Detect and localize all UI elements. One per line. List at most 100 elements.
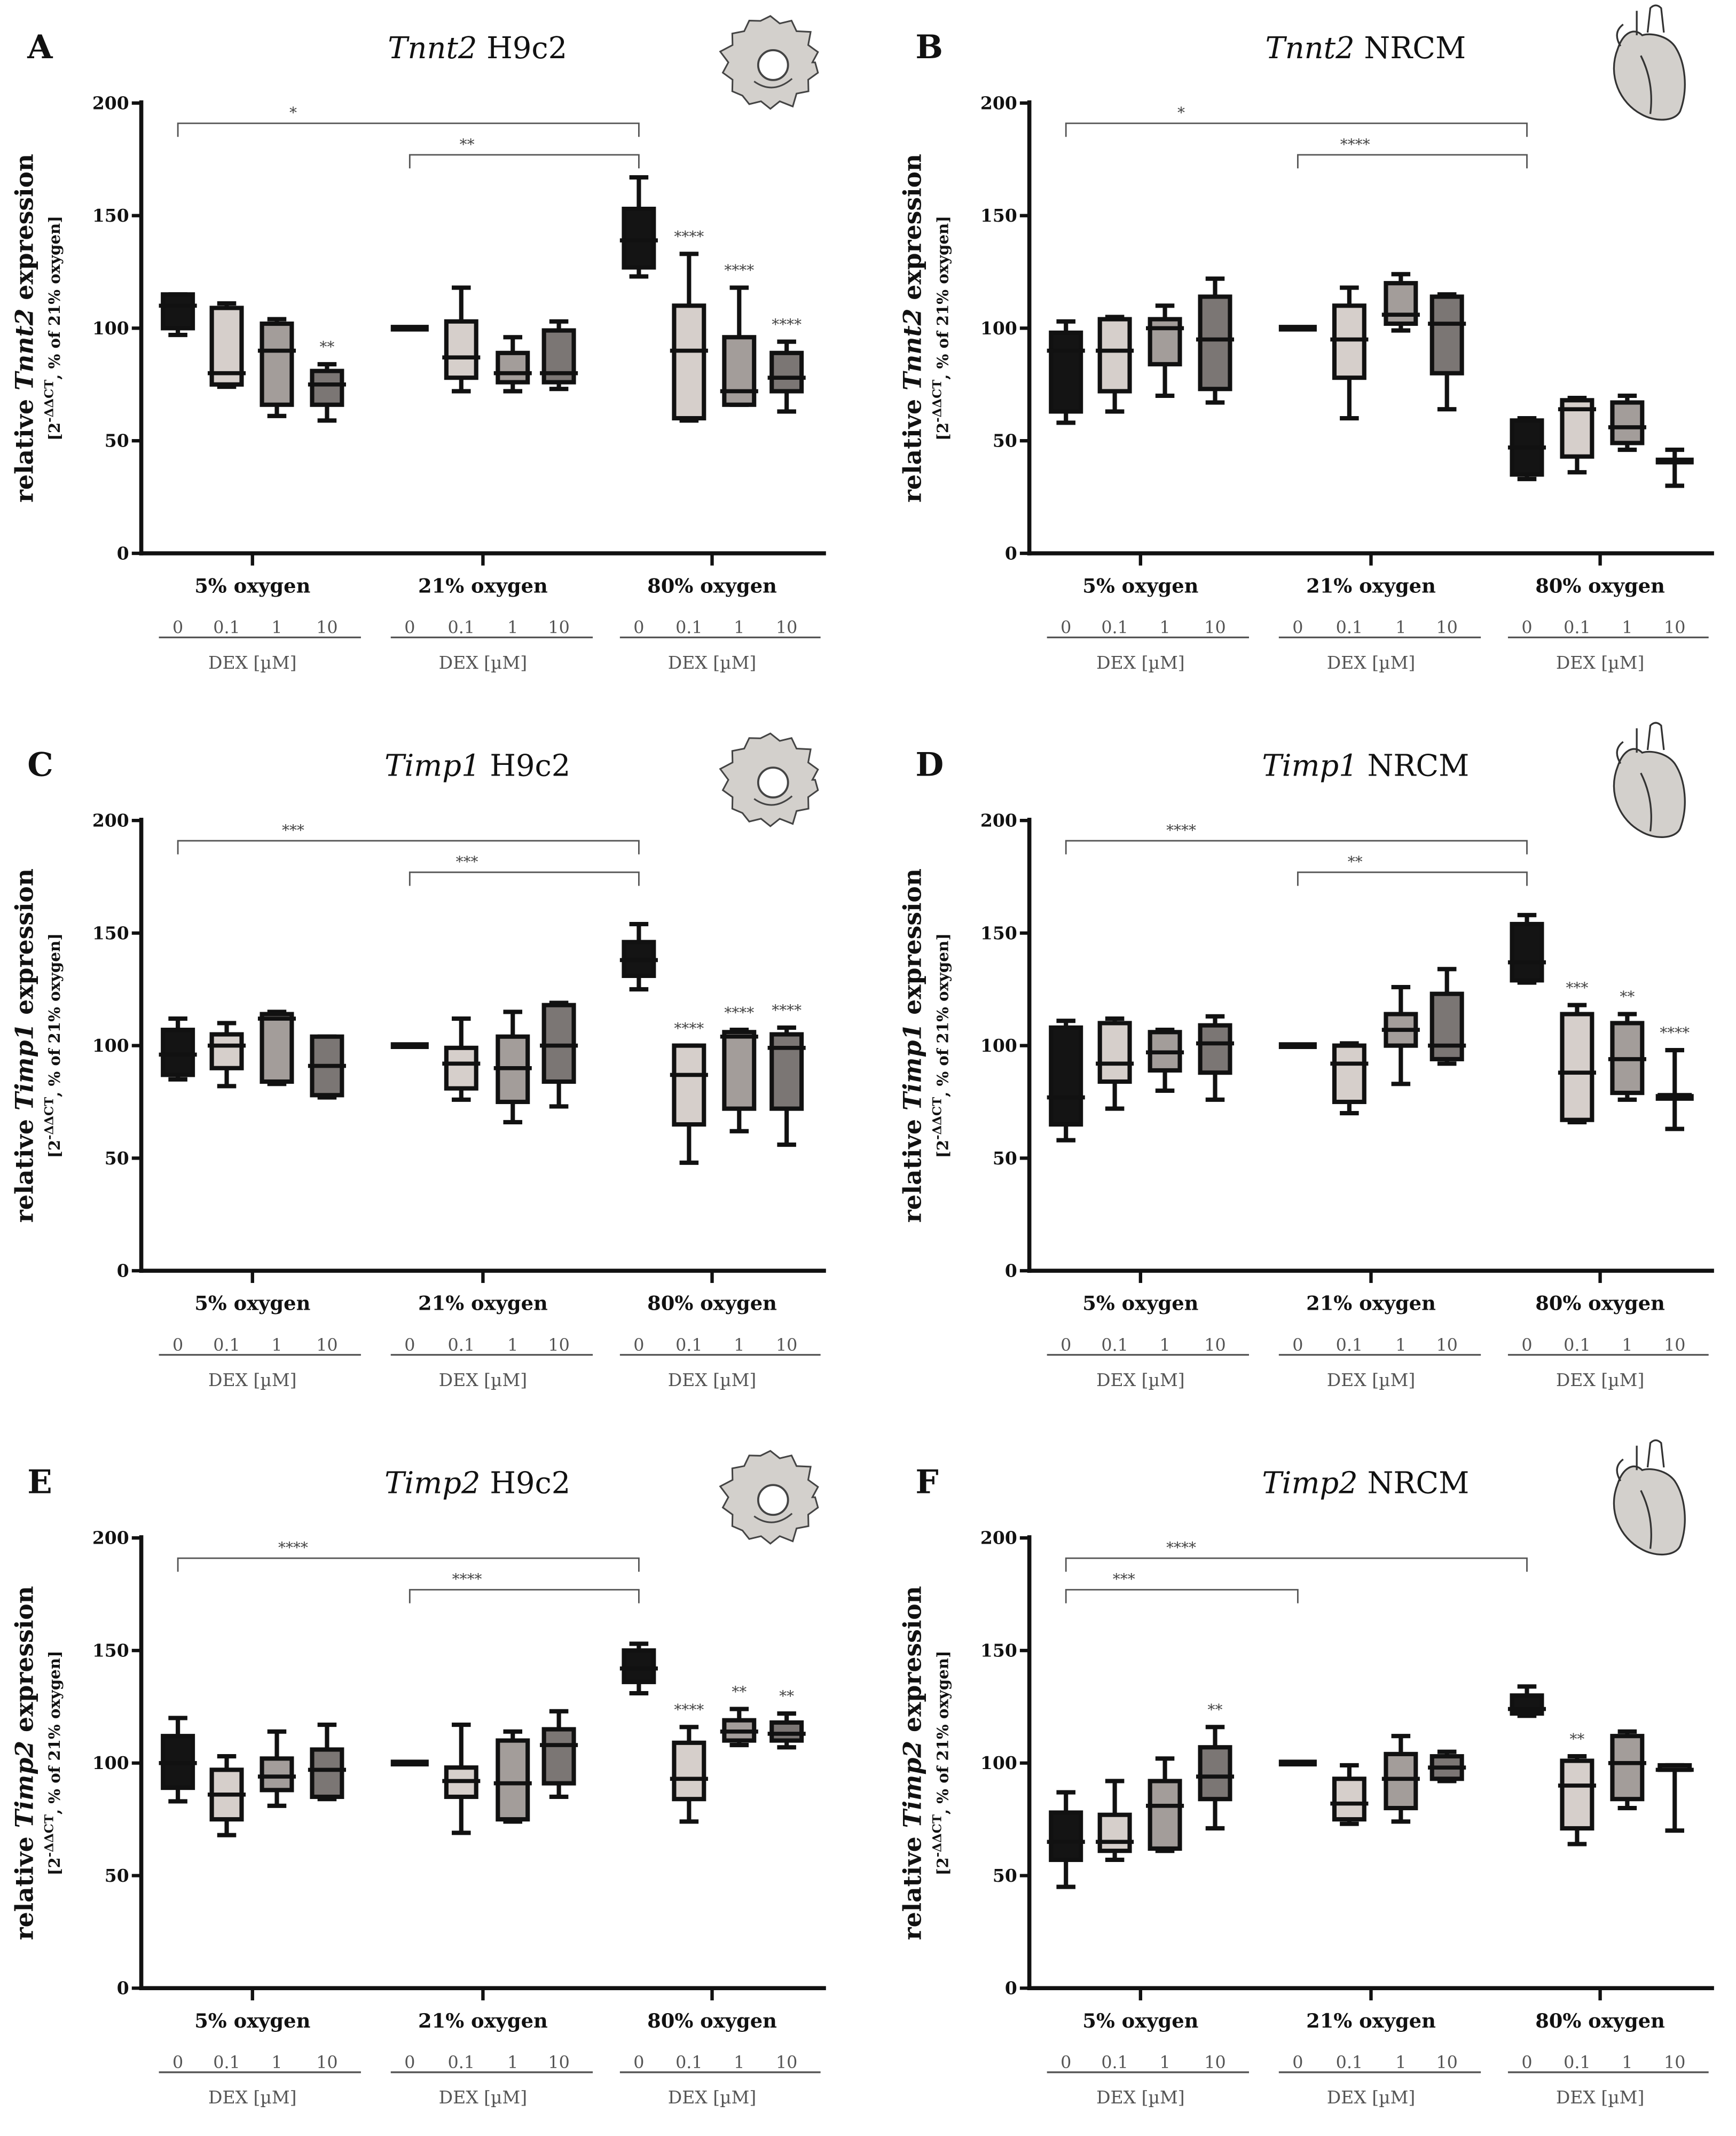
box-80oxygen-dex-0.1 <box>1558 396 1596 475</box>
significance-bracket <box>177 840 640 855</box>
box <box>672 303 706 421</box>
heart-icon <box>1613 1439 1686 1556</box>
box-5oxygen-dex-0.1 <box>1096 1016 1134 1111</box>
cell-nucleus <box>757 49 789 81</box>
box <box>260 1012 294 1084</box>
x-axis-label: DEX [µM] <box>1556 652 1645 673</box>
dose-label: 0 <box>1061 619 1071 638</box>
group-label: 21% oxygen <box>418 1292 548 1315</box>
box-80oxygen-dex-0 <box>1507 416 1546 481</box>
title-gene: Tnnt2 <box>388 31 477 66</box>
box-80oxygen-dex-0 <box>1507 913 1546 985</box>
y-tick-label: 200 <box>92 92 129 113</box>
significance-marker: ** <box>1208 1701 1223 1718</box>
box <box>1510 921 1544 983</box>
dose-label: 0.1 <box>1336 1336 1363 1355</box>
box <box>1198 1745 1232 1802</box>
box-5oxygen-dex-1 <box>257 317 296 418</box>
box <box>769 350 804 394</box>
panel-letter: D <box>915 746 944 784</box>
box-21oxygen-dex-0.1 <box>1330 1041 1369 1116</box>
box-21oxygen-dex-10 <box>540 1709 578 1799</box>
box-21oxygen-dex-10 <box>540 319 578 392</box>
panel-title: Timp2 H9c2 <box>384 1466 570 1500</box>
group-label: 5% oxygen <box>194 1292 310 1315</box>
dose-label: 0 <box>172 2053 183 2072</box>
dose-label: 0 <box>404 2053 415 2072</box>
box-5oxygen-dex-0.1 <box>1096 1779 1134 1863</box>
panel-letter: A <box>27 28 53 66</box>
box <box>260 321 294 407</box>
group-label: 21% oxygen <box>1306 574 1436 598</box>
dose-label: 1 <box>271 619 282 638</box>
dose-label: 0 <box>633 1336 644 1355</box>
dose-label: 1 <box>734 1336 744 1355</box>
bracket-label: ** <box>1348 853 1363 871</box>
ylabel-prefix: relative <box>898 399 927 503</box>
ysub-superscript: -ΔΔCT <box>43 1097 57 1140</box>
significance-bracket <box>177 1557 640 1572</box>
panel-title: Timp1 H9c2 <box>384 748 570 783</box>
box-80oxygen-dex-0.1: **** <box>670 1701 708 1824</box>
y-tick-label: 200 <box>92 1528 129 1548</box>
box-21oxygen-dex-0.1 <box>1330 285 1369 421</box>
dose-label: 0 <box>1521 2053 1532 2072</box>
box-5oxygen-dex-0.1 <box>1096 315 1134 414</box>
y-tick-label: 100 <box>92 1752 129 1773</box>
box <box>1049 1025 1083 1127</box>
ylabel-suffix: expression <box>898 154 927 300</box>
box <box>672 1043 706 1127</box>
ylabel-prefix: relative <box>898 1836 927 1940</box>
dose-label: 0.1 <box>1336 2053 1363 2072</box>
y-axis-label: relative Timp1 expression <box>898 869 927 1223</box>
heart-icon <box>1613 4 1686 121</box>
ysub-rest: , % of 21% oxygen] <box>45 933 64 1097</box>
bracket-label: **** <box>452 1570 482 1588</box>
y-tick-label: 150 <box>980 1640 1017 1661</box>
y-axis-sublabel: [2-ΔΔCT, % of 21% oxygen] <box>931 1650 952 1875</box>
dose-label: 0.1 <box>448 619 475 638</box>
group-label: 21% oxygen <box>1306 1292 1436 1315</box>
box-5oxygen-dex-1 <box>257 1010 296 1086</box>
x-axis-label: DEX [µM] <box>668 652 757 673</box>
heart-body <box>1613 748 1686 838</box>
box <box>1384 281 1418 326</box>
box-80oxygen-dex-0 <box>619 921 658 992</box>
ylabel-gene: Tnnt2 <box>10 309 38 390</box>
box-21oxygen-dex-1 <box>1381 984 1420 1086</box>
box <box>260 1756 294 1793</box>
group-label: 80% oxygen <box>1535 2009 1665 2032</box>
x-axis-label: DEX [µM] <box>668 1370 757 1390</box>
dose-label: 0.1 <box>1101 2053 1128 2072</box>
box-21oxygen-dex-0.1 <box>442 1723 481 1835</box>
significance-marker: ** <box>732 1683 747 1701</box>
dose-label: 10 <box>1436 1336 1457 1355</box>
dose-label: 0.1 <box>1564 2053 1590 2072</box>
heart-icon <box>1613 722 1686 838</box>
ysub-superscript: -ΔΔCT <box>931 380 945 422</box>
dose-label: 0.1 <box>213 1336 240 1355</box>
box <box>622 1648 656 1685</box>
group-label: 21% oxygen <box>1306 2009 1436 2032</box>
ysub-base: [2 <box>45 422 64 441</box>
bracket-label: *** <box>456 853 478 871</box>
dose-label: 0.1 <box>1564 1336 1590 1355</box>
box-80oxygen-dex-10: **** <box>767 1002 806 1147</box>
box-5oxygen-dex-0 <box>1047 1019 1085 1143</box>
box-80oxygen-dex-10 <box>1655 1763 1694 1833</box>
dose-label: 1 <box>271 1336 282 1355</box>
box-80oxygen-dex-10 <box>1655 447 1694 488</box>
significance-bracket <box>177 122 640 137</box>
bracket-label: ** <box>460 136 475 153</box>
cell-nucleus <box>757 1484 789 1516</box>
panel-letter: F <box>915 1463 938 1501</box>
heart-body <box>1613 1465 1686 1556</box>
panel-letter: E <box>27 1463 52 1501</box>
panel-title: Tnnt2 NRCM <box>1265 31 1466 66</box>
ylabel-gene: Timp2 <box>898 1741 927 1828</box>
x-axis-label: DEX [µM] <box>208 2087 297 2108</box>
box <box>1429 294 1464 375</box>
dose-label: 10 <box>776 619 797 638</box>
